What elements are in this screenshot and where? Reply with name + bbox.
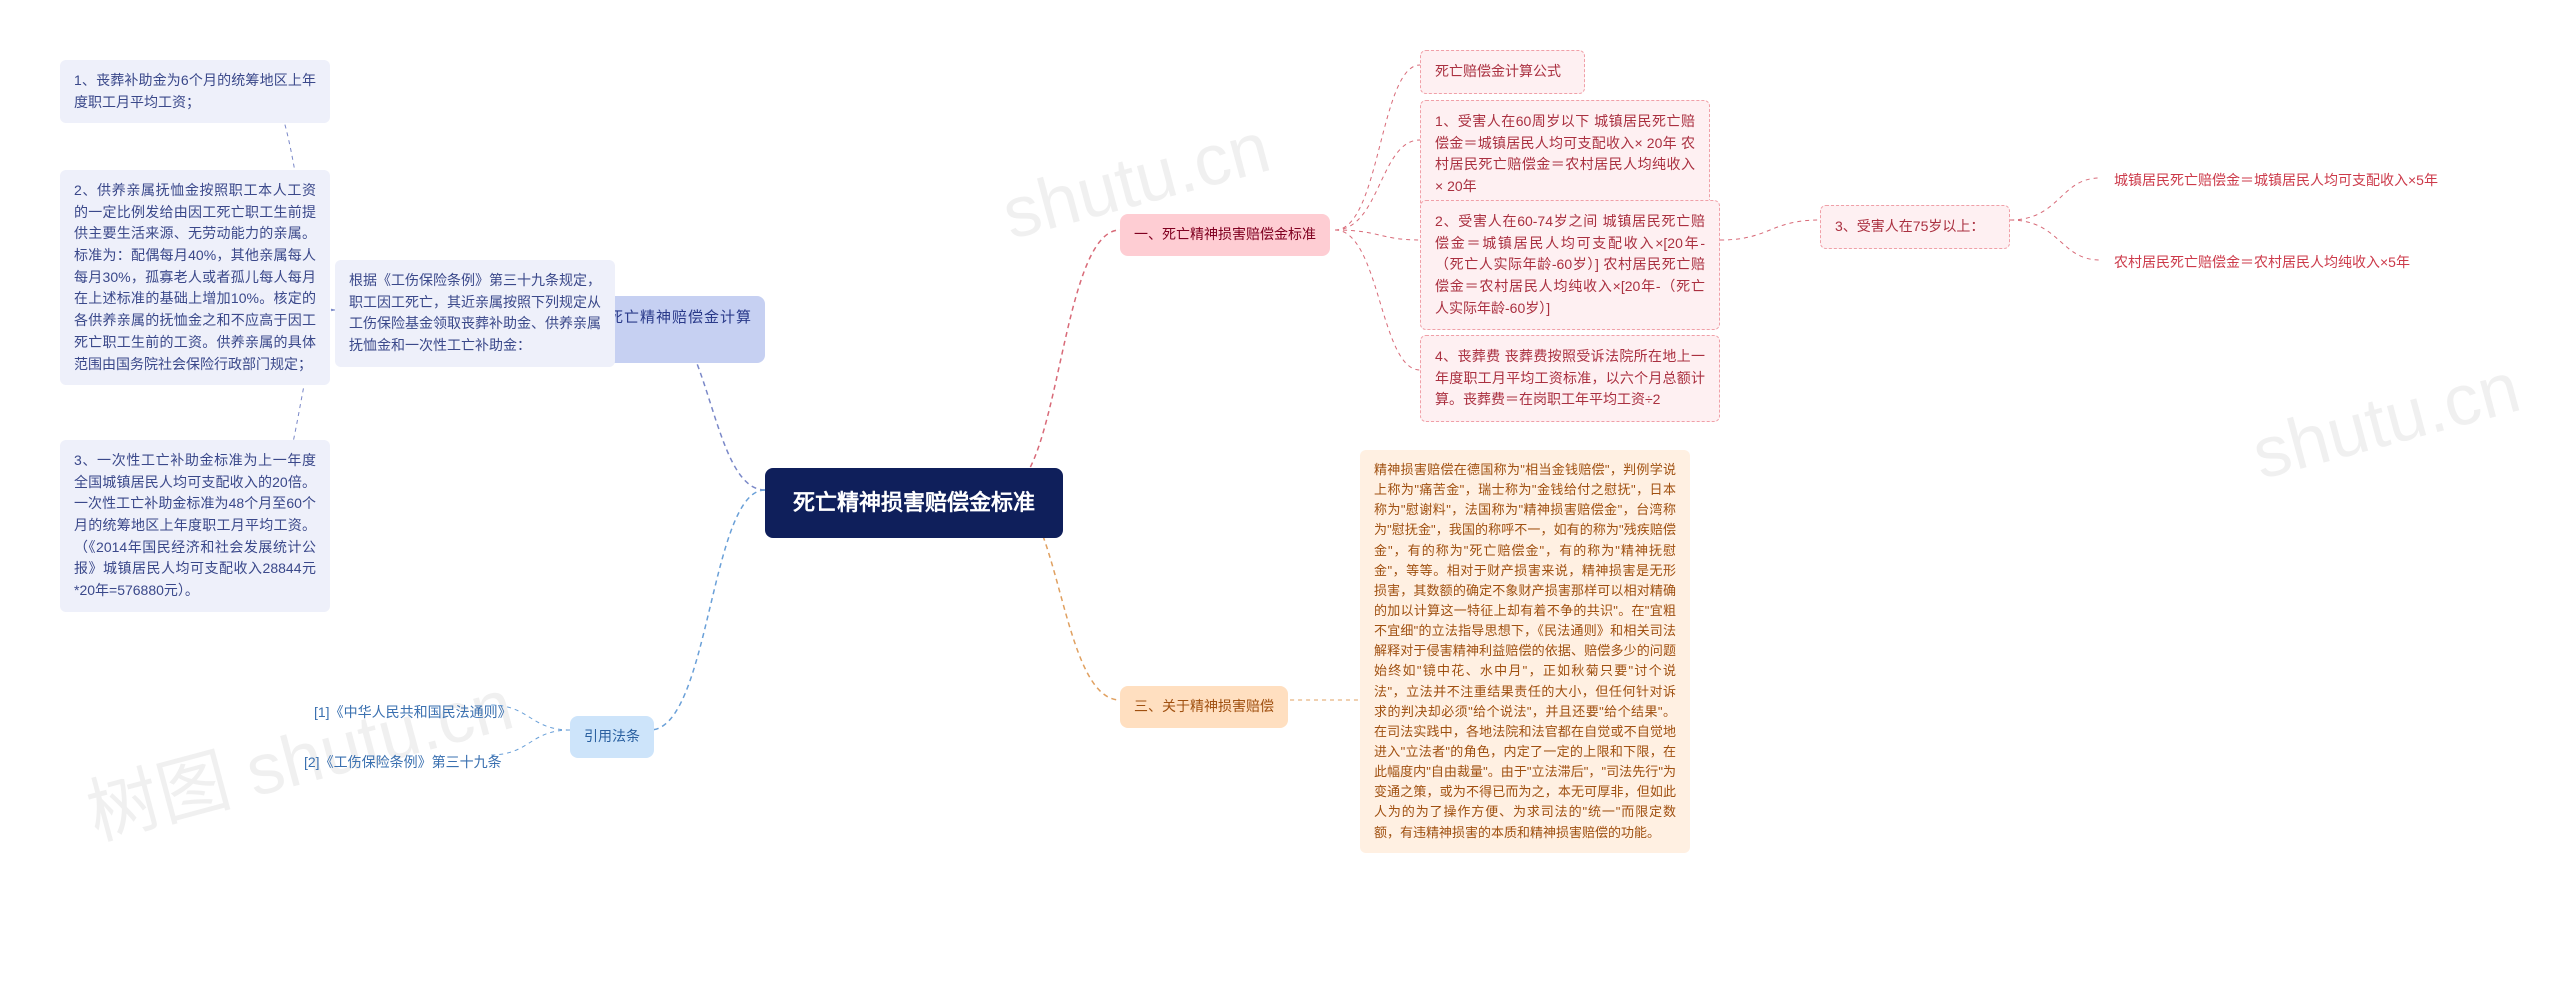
sec1-formula-title: 死亡赔偿金计算公式 [1420, 50, 1585, 94]
sec2-item-2: 2、供养亲属抚恤金按照职工本人工资的一定比例发给由因工死亡职工生前提供主要生活来… [60, 170, 330, 385]
sec1-item-3b: 农村居民死亡赔偿金＝农村居民人均纯收入×5年 [2100, 242, 2430, 284]
sec2-intro: 根据《工伤保险条例》第三十九条规定，职工因工死亡，其近亲属按照下列规定从工伤保险… [335, 260, 615, 367]
sec1-item-3: 3、受害人在75岁以上： [1820, 205, 2010, 249]
sec2-item-3: 3、一次性工亡补助金标准为上一年度全国城镇居民人均可支配收入的20倍。一次性工亡… [60, 440, 330, 612]
references-title: 引用法条 [570, 716, 654, 758]
sec2-item-1: 1、丧葬补助金为6个月的统筹地区上年度职工月平均工资； [60, 60, 330, 123]
sec1-item-1: 1、受害人在60周岁以下 城镇居民死亡赔偿金＝城镇居民人均可支配收入× 20年 … [1420, 100, 1710, 209]
sec1-item-3a: 城镇居民死亡赔偿金＝城镇居民人均可支配收入×5年 [2100, 160, 2460, 202]
sec3-body: 精神损害赔偿在德国称为"相当金钱赔偿"，判例学说上称为"痛苦金"，瑞士称为"金钱… [1360, 450, 1690, 853]
sec1-item-4: 4、丧葬费 丧葬费按照受诉法院所在地上一年度职工月平均工资标准，以六个月总额计算… [1420, 335, 1720, 422]
reference-1: [1]《中华人民共和国民法通则》 [300, 692, 526, 734]
section-3-title: 三、关于精神损害赔偿 [1120, 686, 1288, 728]
mindmap-connectors [0, 0, 2560, 1001]
root-node: 死亡精神损害赔偿金标准 [765, 468, 1063, 538]
section-1-title: 一、死亡精神损害赔偿金标准 [1120, 214, 1330, 256]
watermark: shutu.cn [2244, 346, 2528, 496]
reference-2: [2]《工伤保险条例》第三十九条 [290, 742, 516, 784]
sec1-item-2: 2、受害人在60-74岁之间 城镇居民死亡赔偿金＝城镇居民人均可支配收入×[20… [1420, 200, 1720, 330]
